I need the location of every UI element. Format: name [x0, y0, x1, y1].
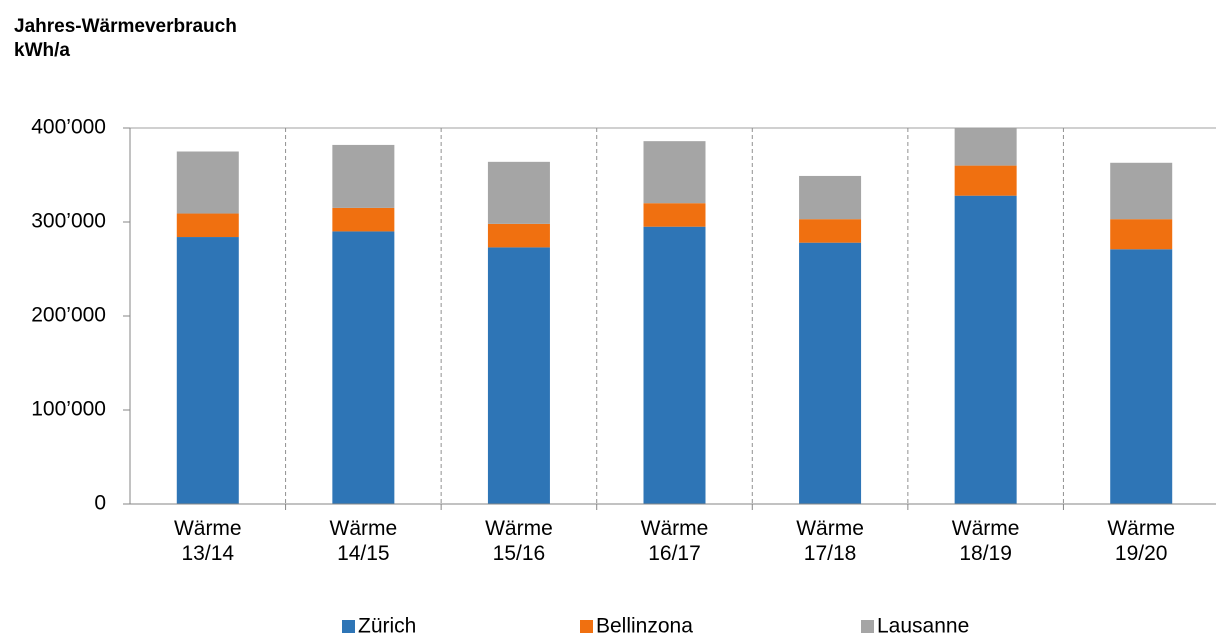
bar-segment: [487, 223, 550, 248]
y-tick-label: 0: [94, 492, 106, 515]
bar-segment: [332, 231, 395, 504]
legend-label: Zürich: [358, 615, 416, 637]
bar-segment: [954, 165, 1017, 196]
bar-segment: [1110, 219, 1173, 250]
y-tick-label: 400’000: [31, 116, 106, 139]
bar-segment: [1110, 162, 1173, 220]
bar-segment: [332, 207, 395, 232]
bar-segment: [1110, 249, 1173, 504]
bar-segment: [799, 219, 862, 243]
legend-swatch: [342, 620, 355, 633]
bar-segment: [176, 151, 239, 214]
bar-segment: [176, 237, 239, 504]
legend-label: Lausanne: [877, 615, 969, 637]
legend-swatch: [861, 620, 874, 633]
y-axis-label: kWh/a: [14, 40, 70, 61]
x-tick-label: Wärme 14/15: [329, 517, 398, 565]
x-tick-label: Wärme 13/14: [173, 517, 242, 565]
y-tick-label: 300’000: [31, 210, 106, 233]
bar-segment: [332, 144, 395, 208]
bars: [176, 128, 1173, 504]
bar-segment: [643, 226, 706, 504]
bar-segment: [643, 141, 706, 204]
legend-swatch: [580, 620, 593, 633]
x-tick-label: Wärme 17/18: [796, 517, 864, 565]
bar-segment: [643, 203, 706, 227]
bar-segment: [954, 195, 1017, 504]
bar-segment: [799, 175, 862, 220]
x-tick-label: Wärme 18/19: [951, 517, 1020, 565]
legend-label: Bellinzona: [596, 615, 693, 637]
bar-segment: [487, 247, 550, 504]
bar-segment: [487, 161, 550, 224]
chart-title: Jahres-Wärmeverbrauch: [14, 16, 237, 37]
bar-segment: [176, 213, 239, 238]
y-tick-label: 100’000: [31, 398, 106, 421]
y-tick-label: 200’000: [31, 304, 106, 327]
bar-segment: [799, 242, 862, 504]
x-tick-label: Wärme 15/16: [485, 517, 553, 565]
x-tick-label: Wärme 19/20: [1107, 517, 1176, 565]
bar-segment: [954, 128, 1017, 166]
x-tick-label: Wärme 16/17: [640, 517, 709, 565]
